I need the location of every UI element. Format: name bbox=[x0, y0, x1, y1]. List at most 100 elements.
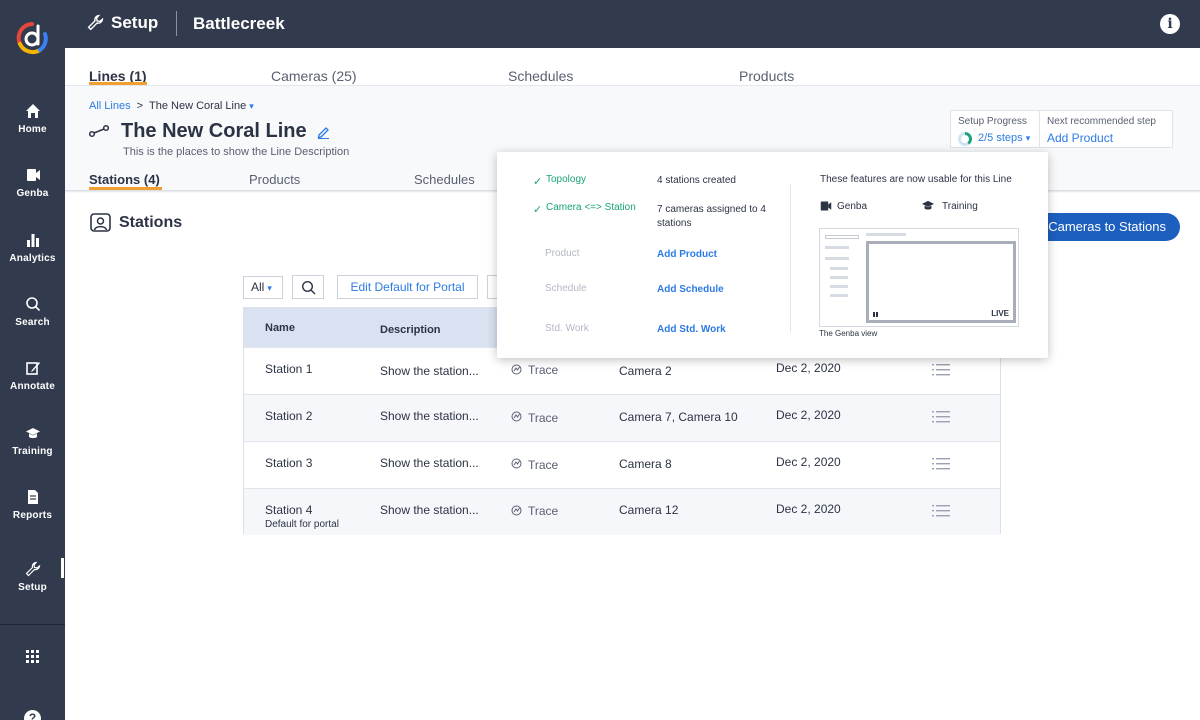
column-header-name[interactable]: Name bbox=[265, 322, 295, 334]
station-cameras: Camera 7, Camera 10 bbox=[619, 410, 738, 424]
edit-default-portal-button[interactable]: Edit Default for Portal bbox=[337, 275, 478, 299]
tab-cameras[interactable]: Cameras (25) bbox=[271, 68, 357, 84]
subtab-stations[interactable]: Stations (4) bbox=[89, 172, 160, 187]
graduation-cap-icon bbox=[25, 428, 40, 439]
station-cameras: Camera 12 bbox=[619, 503, 679, 517]
breadcrumb-all-lines[interactable]: All Lines bbox=[89, 100, 131, 112]
setup-progress-popover: ✓ Topology 4 stations created ✓ Camera <… bbox=[497, 152, 1048, 358]
sidebar-item-label: Analytics bbox=[9, 253, 56, 264]
preview-toolbar bbox=[866, 233, 906, 236]
preview-video: LIVE bbox=[866, 241, 1016, 323]
line-title: The New Coral Line bbox=[121, 120, 307, 142]
sidebar-item-analytics[interactable]: Analytics bbox=[0, 232, 65, 264]
station-date: Dec 2, 2020 bbox=[776, 408, 841, 422]
check-icon: ✓ bbox=[533, 204, 543, 216]
table-row[interactable]: Station 2 Show the station... Trace Came… bbox=[244, 394, 1000, 441]
row-menu-icon[interactable] bbox=[932, 504, 950, 518]
station-filter-select[interactable]: All ▾ bbox=[243, 276, 283, 299]
help-icon[interactable]: ? bbox=[24, 710, 41, 720]
active-indicator bbox=[61, 558, 64, 578]
trace-link[interactable]: Trace bbox=[528, 363, 559, 377]
step-topology-status: 4 stations created bbox=[657, 175, 736, 186]
chevron-down-icon[interactable]: ▾ bbox=[249, 101, 254, 111]
tab-products[interactable]: Products bbox=[739, 68, 795, 84]
app-header: Setup Battlecreek i bbox=[65, 0, 1200, 48]
sidebar-item-training[interactable]: Training bbox=[0, 425, 65, 457]
setup-progress[interactable]: Setup Progress 2/5 steps ▾ bbox=[951, 111, 1040, 147]
column-header-description[interactable]: Description bbox=[380, 324, 441, 336]
setup-steps-value: 2/5 steps bbox=[978, 132, 1023, 144]
preview-sidebar bbox=[822, 233, 864, 323]
wrench-icon bbox=[87, 14, 104, 31]
trace-icon bbox=[511, 364, 522, 375]
station-description: Show the station... bbox=[380, 364, 479, 378]
station-name: Station 1 bbox=[265, 362, 313, 376]
step-topology-label: Topology bbox=[546, 174, 587, 185]
station-date: Dec 2, 2020 bbox=[776, 361, 841, 375]
add-schedule-link[interactable]: Add Schedule bbox=[657, 284, 724, 295]
feature-training[interactable]: Training bbox=[921, 200, 991, 214]
preview-caption: The Genba view bbox=[819, 329, 878, 338]
sidebar-item-label: Training bbox=[12, 446, 53, 457]
sidebar-item-annotate[interactable]: Annotate bbox=[0, 360, 65, 392]
active-tab-underline bbox=[89, 82, 147, 85]
default-portal-label: Default for portal bbox=[265, 519, 339, 530]
trace-link[interactable]: Trace bbox=[528, 411, 559, 425]
step-camera-station-label: Camera <=> Station bbox=[546, 202, 636, 213]
tab-lines[interactable]: Lines (1) bbox=[89, 68, 147, 84]
app-logo-icon[interactable] bbox=[14, 20, 50, 56]
station-description: Show the station... bbox=[380, 409, 479, 423]
sidebar-item-label: Home bbox=[18, 124, 47, 135]
sidebar-item-label: Search bbox=[15, 317, 50, 328]
trace-icon bbox=[511, 458, 522, 469]
step-product-label: Product bbox=[545, 248, 580, 259]
stations-heading: Stations bbox=[119, 214, 183, 231]
sidebar-item-label: Genba bbox=[16, 188, 49, 199]
genba-preview[interactable]: LIVE bbox=[819, 228, 1019, 327]
trace-icon bbox=[511, 411, 522, 422]
station-cameras: Camera 2 bbox=[619, 364, 672, 378]
tab-schedules[interactable]: Schedules bbox=[508, 68, 574, 84]
chevron-down-icon: ▾ bbox=[267, 283, 272, 293]
search-icon bbox=[25, 297, 40, 312]
document-icon bbox=[27, 490, 38, 504]
subtab-products[interactable]: Products bbox=[249, 172, 301, 187]
sidebar-item-search[interactable]: Search bbox=[0, 296, 65, 328]
next-step-link[interactable]: Add Product bbox=[1047, 131, 1114, 145]
sidebar-item-setup[interactable]: Setup bbox=[0, 561, 65, 593]
table-row[interactable]: Station 4 Default for portal Show the st… bbox=[244, 488, 1000, 535]
sidebar-item-home[interactable]: Home bbox=[0, 103, 65, 135]
row-menu-icon[interactable] bbox=[932, 363, 950, 377]
search-button[interactable] bbox=[292, 275, 324, 299]
feature-genba[interactable]: Genba bbox=[820, 200, 880, 214]
add-std-work-link[interactable]: Add Std. Work bbox=[657, 324, 726, 335]
progress-ring-icon bbox=[958, 132, 972, 146]
apps-grid-icon[interactable] bbox=[26, 650, 39, 663]
row-menu-icon[interactable] bbox=[932, 457, 950, 471]
subtab-schedules[interactable]: Schedules bbox=[414, 172, 475, 187]
sidebar-item-genba[interactable]: Genba bbox=[0, 167, 65, 199]
active-subtab-underline bbox=[89, 187, 162, 190]
feature-label: Training bbox=[942, 201, 978, 212]
next-step-label: Next recommended step bbox=[1047, 116, 1156, 127]
bar-chart-icon bbox=[26, 234, 39, 247]
row-menu-icon[interactable] bbox=[932, 410, 950, 424]
table-row[interactable]: Station 3 Show the station... Trace Came… bbox=[244, 441, 1000, 488]
trace-link[interactable]: Trace bbox=[528, 458, 559, 472]
sidebar-item-label: Setup bbox=[18, 582, 47, 593]
breadcrumb-current[interactable]: The New Coral Line bbox=[149, 100, 247, 112]
add-product-link[interactable]: Add Product bbox=[657, 249, 717, 260]
info-icon[interactable]: i bbox=[1160, 14, 1180, 34]
station-description: Show the station... bbox=[380, 456, 479, 470]
setup-steps-dropdown[interactable]: 2/5 steps ▾ bbox=[978, 132, 1030, 144]
home-icon bbox=[25, 104, 40, 118]
breadcrumb: All Lines > The New Coral Line ▾ bbox=[89, 100, 254, 112]
popover-divider bbox=[790, 184, 791, 332]
pencil-icon[interactable] bbox=[317, 126, 330, 139]
top-tabs: Lines (1) Cameras (25) Schedules Product… bbox=[65, 48, 1200, 86]
site-name[interactable]: Battlecreek bbox=[193, 14, 285, 33]
graduation-cap-icon bbox=[922, 200, 934, 210]
trace-link[interactable]: Trace bbox=[528, 504, 559, 518]
step-std-work-label: Std. Work bbox=[545, 323, 589, 334]
sidebar-item-reports[interactable]: Reports bbox=[0, 489, 65, 521]
